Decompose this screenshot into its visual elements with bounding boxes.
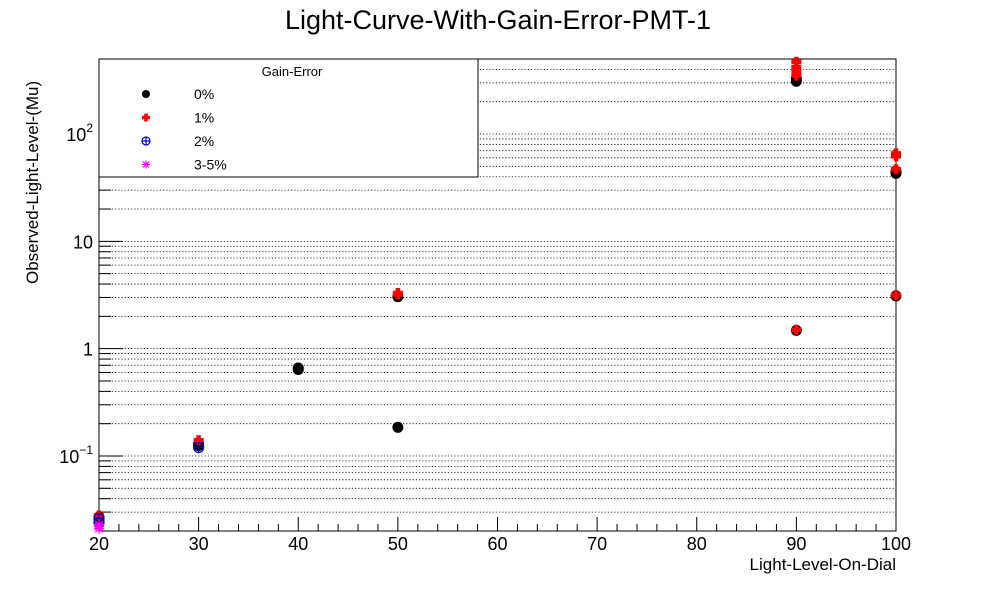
- data-point: [292, 363, 304, 375]
- legend-label: 1%: [194, 110, 214, 126]
- point-dot-marker: [790, 75, 802, 87]
- point-star-marker: [94, 523, 104, 534]
- point-dot-marker: [392, 421, 404, 433]
- legend-entry: 3-5%: [142, 157, 227, 173]
- point-cross-marker: [891, 151, 901, 162]
- data-point: [891, 151, 901, 162]
- x-tick-label: 80: [687, 534, 707, 554]
- y-tick-label: 1: [83, 340, 93, 360]
- data-points: [93, 56, 902, 534]
- point-dot-marker: [142, 90, 150, 98]
- point-cross-marker: [891, 290, 901, 301]
- point-star-marker: [142, 160, 150, 169]
- point-cross-marker: [891, 164, 901, 175]
- legend-label: 3-5%: [194, 157, 227, 173]
- data-point: [891, 164, 901, 175]
- legend: Gain-Error 0% 1% 2% 3-5%: [98, 58, 479, 178]
- series-2: [93, 441, 205, 529]
- legend-label: 2%: [194, 133, 214, 149]
- x-tick-label: 60: [487, 534, 507, 554]
- y-tick-exponent: −1: [79, 443, 93, 457]
- point-dot-marker: [292, 363, 304, 375]
- x-tick-label: 90: [786, 534, 806, 554]
- legend-label: 0%: [194, 86, 214, 102]
- y-tick-base: 10: [73, 232, 93, 252]
- data-point: [791, 70, 802, 81]
- data-point: [94, 523, 104, 534]
- x-tick-label: 100: [881, 534, 911, 554]
- point-cross-marker: [142, 113, 150, 122]
- y-tick-exponent: 2: [86, 121, 93, 135]
- legend-entry: 0%: [142, 86, 214, 102]
- x-axis-label: Light-Level-On-Dial: [750, 555, 896, 574]
- point-cross-marker: [791, 324, 802, 335]
- y-tick-base: 10: [59, 447, 79, 467]
- data-point: [791, 324, 802, 335]
- y-tick-label: 10: [73, 232, 93, 252]
- data-point: [891, 290, 901, 301]
- point-cross-marker: [193, 435, 204, 446]
- y-tick-base: 10: [66, 125, 86, 145]
- y-tick-label: 10−1: [59, 443, 93, 467]
- x-tick-label: 20: [89, 534, 109, 554]
- chart-title: Light-Curve-With-Gain-Error-PMT-1: [285, 5, 711, 35]
- point-cross-marker: [791, 70, 802, 81]
- data-point: [193, 435, 204, 446]
- series-3: [94, 519, 104, 534]
- x-tick-label: 50: [388, 534, 408, 554]
- point-cross-marker: [791, 56, 802, 67]
- x-tick-label: 40: [288, 534, 308, 554]
- x-tick-label: 30: [189, 534, 209, 554]
- legend-entry: 2%: [141, 133, 214, 149]
- data-point: [392, 421, 404, 433]
- y-tick-base: 1: [83, 340, 93, 360]
- data-point: [790, 75, 802, 87]
- data-point: [791, 56, 802, 67]
- x-tick-label: 70: [587, 534, 607, 554]
- y-tick-label: 102: [66, 121, 93, 145]
- legend-entry: 1%: [142, 110, 214, 126]
- point-cross-marker: [392, 289, 403, 300]
- point-circle-plus-cross: [142, 137, 150, 145]
- data-point: [193, 441, 205, 454]
- data-point: [392, 289, 403, 300]
- y-axis-label: Observed-Light-Level-(Mu): [23, 81, 42, 284]
- legend-box: [98, 58, 479, 178]
- point-circle-plus-cross: [193, 442, 204, 453]
- legend-title: Gain-Error: [262, 64, 323, 79]
